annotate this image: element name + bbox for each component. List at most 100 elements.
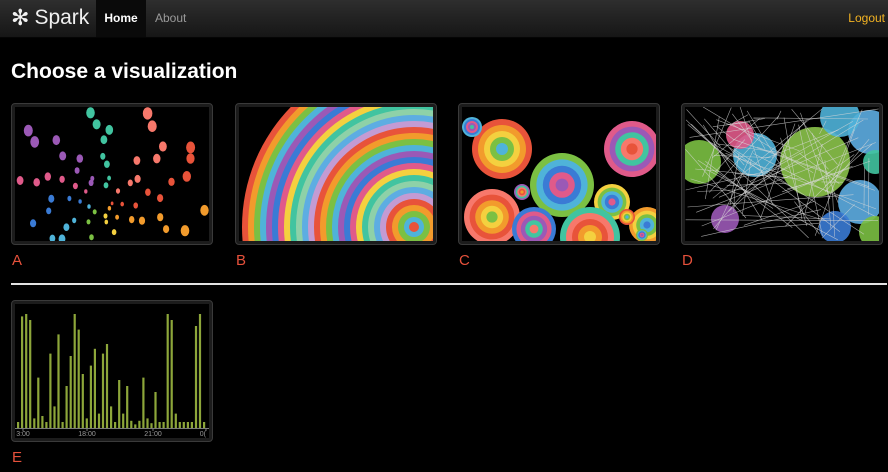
bubble-ring [496, 143, 508, 155]
chart-bar [57, 334, 60, 428]
bubble-ring [608, 198, 616, 206]
web-line [732, 114, 749, 124]
chart-bar [194, 326, 198, 428]
chart-bar [182, 422, 185, 428]
chart-bar [154, 392, 157, 428]
web-line [712, 118, 760, 158]
web-line [742, 158, 752, 214]
bubble-ring [470, 125, 474, 129]
web-line [738, 119, 864, 197]
web-line [708, 115, 779, 193]
chart-bar [85, 418, 88, 428]
web-line [791, 109, 838, 165]
dot [129, 216, 135, 224]
dot [103, 213, 108, 219]
bubble-ring [626, 143, 638, 155]
web-line [725, 153, 877, 210]
visualization-thumbnail-b[interactable] [235, 103, 437, 245]
web-line [713, 140, 789, 230]
dot [63, 223, 70, 231]
bubble-ring [625, 215, 629, 219]
chart-bar [65, 386, 68, 428]
chart-bar [101, 353, 105, 428]
web-line [733, 189, 735, 212]
asterisk-icon: ✻ [11, 5, 30, 30]
chart-bar [105, 344, 109, 428]
web-line [685, 219, 879, 221]
bubble [820, 107, 860, 137]
dot [145, 188, 151, 196]
bubble [863, 150, 879, 174]
dot [120, 201, 124, 207]
web-line [824, 160, 832, 229]
dot [115, 214, 119, 220]
dot [72, 182, 78, 190]
web-line [685, 149, 747, 219]
chart-bar [174, 413, 177, 428]
web-line [780, 137, 808, 226]
concentric-arcs-preview [239, 107, 433, 241]
visualization-thumbnail-d[interactable] [681, 103, 883, 245]
dot [59, 151, 67, 161]
dot [48, 194, 55, 203]
chart-bar [162, 422, 165, 428]
web-line [821, 203, 855, 239]
logout-link[interactable]: Logout [848, 11, 885, 25]
bubble-ring [520, 190, 524, 194]
visualization-thumbnail-a[interactable] [11, 103, 213, 245]
chart-bar [33, 418, 36, 428]
nav-home-link[interactable]: Home [96, 0, 146, 37]
web-line [707, 169, 838, 241]
bubble-ring [643, 221, 651, 229]
dot [100, 135, 108, 145]
chart-bar [93, 348, 96, 428]
dot [103, 182, 109, 189]
dot [138, 216, 146, 225]
dot [104, 219, 109, 225]
dot [147, 120, 157, 132]
dot [153, 153, 161, 164]
arc-center [409, 222, 419, 232]
web-line [811, 132, 839, 203]
x-tick-label: 21:00 [144, 431, 162, 438]
chart-bar [146, 418, 149, 428]
nav-about-link[interactable]: About [155, 11, 187, 25]
dot [49, 234, 56, 241]
dot-spiral-preview [15, 107, 209, 241]
dot [133, 202, 138, 209]
visualization-thumbnail-e[interactable]: 3:00 18:00 21:00 0( [11, 300, 213, 442]
chart-bar [178, 422, 181, 428]
visualization-label-e: E [12, 449, 23, 466]
dot [88, 179, 94, 186]
web-line [686, 109, 721, 147]
chart-bar [138, 420, 141, 428]
dot [46, 207, 52, 215]
web-line [732, 138, 875, 191]
chart-bar [186, 422, 189, 428]
dot [92, 119, 101, 130]
chart-bar [97, 413, 101, 428]
brand[interactable]: ✻ Spark [11, 5, 89, 31]
web-line [753, 117, 869, 120]
section-divider [11, 283, 887, 285]
dot [86, 107, 95, 119]
dot [74, 167, 80, 174]
web-line [749, 151, 804, 182]
x-tick-label: 3:00 [16, 431, 30, 438]
web-line [732, 113, 753, 141]
visualization-thumbnail-c[interactable] [458, 103, 660, 245]
chart-bar [122, 413, 125, 428]
dot [110, 201, 114, 206]
dot [72, 217, 77, 224]
target-bubbles-preview [462, 107, 656, 241]
visualization-label-c: C [459, 252, 470, 269]
x-tick-label: 0( [200, 431, 207, 438]
visualization-label-d: D [682, 252, 693, 269]
navbar: ✻ Spark Home About Logout [0, 0, 888, 38]
dot [104, 160, 110, 168]
bubble-ring [529, 224, 539, 234]
dot [44, 172, 51, 181]
chart-bar [190, 422, 193, 428]
dot [23, 124, 33, 137]
chart-bar [49, 353, 52, 428]
